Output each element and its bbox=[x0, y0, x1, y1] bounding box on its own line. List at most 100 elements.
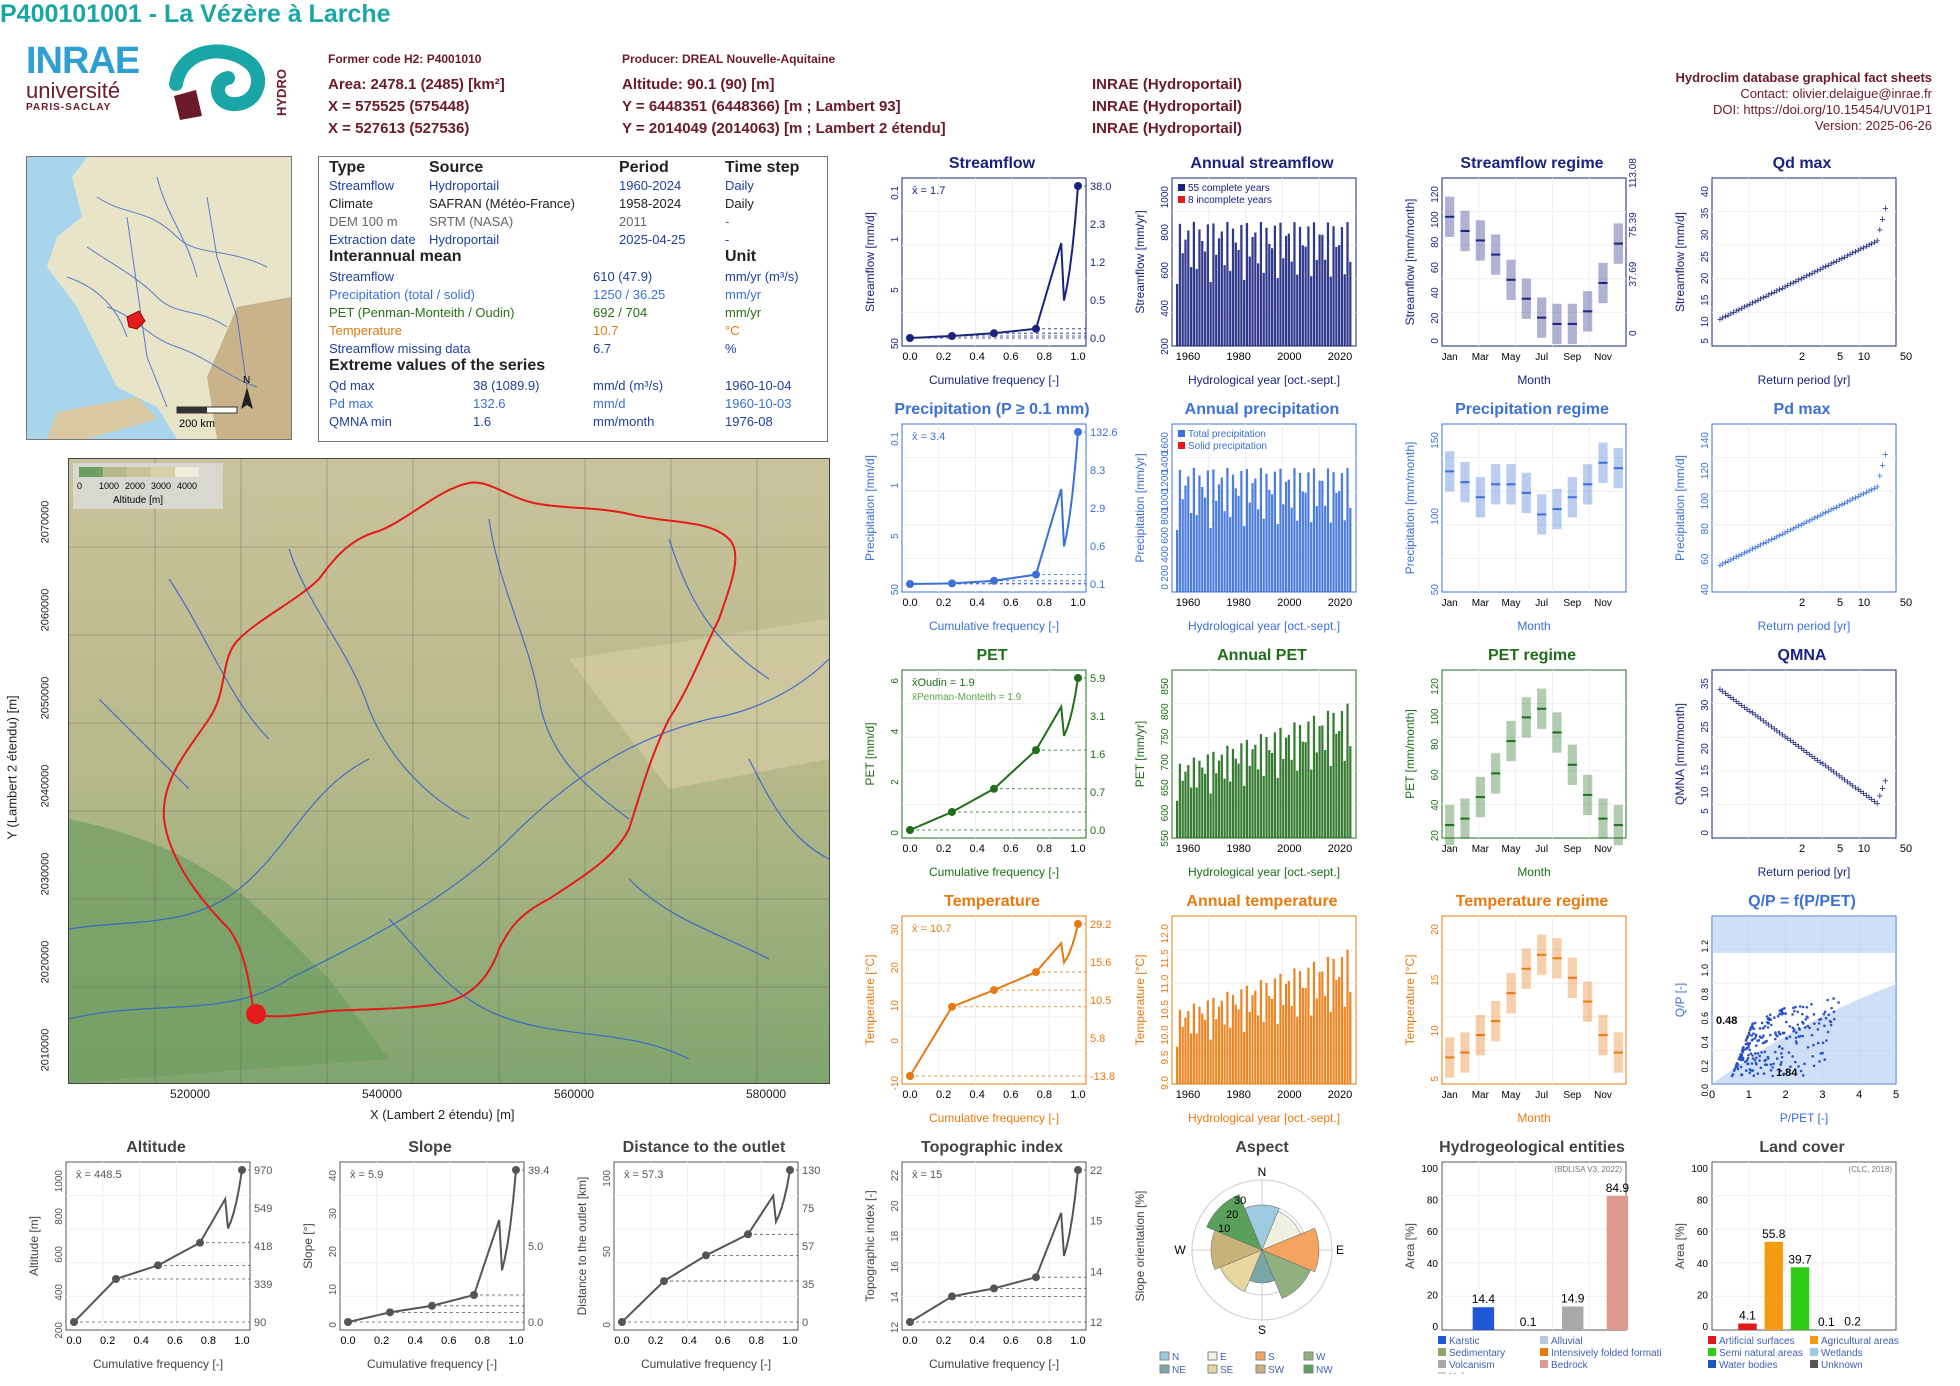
annual-bar bbox=[1240, 989, 1243, 1084]
scatter-point bbox=[1769, 1069, 1773, 1072]
y-tick: 200 bbox=[1160, 565, 1171, 582]
x-tick: 10 bbox=[1858, 843, 1870, 855]
legend-1: Alluvial bbox=[1551, 1336, 1583, 1347]
scatter-point: + bbox=[1839, 772, 1845, 784]
scatter-point: + bbox=[1820, 509, 1826, 521]
left-tick: 1 bbox=[890, 236, 901, 242]
scatter-point bbox=[1744, 1039, 1748, 1042]
y-tick: 35 bbox=[1700, 678, 1711, 690]
aspect-direction-W: W bbox=[1174, 1243, 1186, 1257]
scatter-point: + bbox=[1874, 798, 1880, 810]
legend-swatch bbox=[1810, 1348, 1818, 1356]
scatter-point: + bbox=[1771, 287, 1777, 299]
annual-bar bbox=[1192, 757, 1195, 838]
right-tick: 10.5 bbox=[1090, 995, 1111, 1007]
y-tick: 0.8 bbox=[1700, 988, 1710, 1001]
x-axis-label: Cumulative frequency [-] bbox=[367, 1357, 497, 1371]
chart-title: Qd max bbox=[1773, 155, 1832, 172]
y-tick: 200 bbox=[1160, 338, 1171, 355]
y-tick: 10.0 bbox=[1160, 1025, 1171, 1045]
scatter-point bbox=[1823, 1058, 1827, 1061]
chart-title: Temperature bbox=[944, 893, 1040, 910]
scatter-point: + bbox=[1782, 527, 1788, 539]
y-tick: 60 bbox=[1430, 769, 1441, 781]
x-tick: 2020 bbox=[1328, 843, 1352, 855]
scatter-point: + bbox=[1760, 292, 1766, 304]
annual-bar bbox=[1201, 241, 1204, 346]
scatter-point bbox=[1744, 1042, 1748, 1046]
x-tick: 0 bbox=[1709, 1089, 1715, 1101]
legend-5: Bedrock bbox=[1551, 1360, 1589, 1371]
annual-bar bbox=[1293, 722, 1296, 838]
scatter-point: + bbox=[1839, 253, 1845, 265]
annual-bar bbox=[1270, 752, 1274, 838]
scatter-point bbox=[1810, 1002, 1813, 1006]
scatter-point: + bbox=[1877, 790, 1883, 802]
inrae-logo: INRAE université PARIS-SACLAY bbox=[26, 42, 150, 122]
annual-bar bbox=[1290, 759, 1293, 838]
annual-bar bbox=[1315, 506, 1318, 592]
scatter-point: + bbox=[1871, 483, 1877, 495]
scatter-point bbox=[1777, 1045, 1781, 1049]
right-tick: 0.0 bbox=[1090, 825, 1105, 837]
y-axis-label: Precipitation [mm/d] bbox=[1673, 455, 1687, 561]
y-tick: 60 bbox=[1700, 553, 1711, 565]
plot-area bbox=[1441, 423, 1627, 593]
annual-bar bbox=[1293, 222, 1296, 346]
scatter-point: + bbox=[1836, 770, 1842, 782]
scatter-point: + bbox=[1785, 280, 1791, 292]
scatter-point bbox=[1769, 1063, 1773, 1066]
right-tick: 15.6 bbox=[1090, 957, 1111, 969]
bar-value-label: 14.9 bbox=[1561, 1291, 1585, 1305]
scatter-point: + bbox=[1852, 246, 1858, 258]
scatter-point bbox=[1792, 1006, 1795, 1010]
contact-email[interactable]: Contact: olivier.delaigue@inrae.fr bbox=[1740, 86, 1932, 101]
scatter-point bbox=[1784, 1012, 1787, 1015]
annual-bar bbox=[1262, 272, 1265, 346]
scatter-point: + bbox=[1869, 238, 1875, 250]
aspect-legend-swatch bbox=[1255, 1364, 1266, 1374]
scatter-point bbox=[1740, 1073, 1743, 1076]
annual-bar bbox=[1226, 467, 1229, 592]
y-tick: 0.2 bbox=[1700, 1060, 1710, 1073]
basin-yticks: 2070000 2060000 2050000 2040000 2030000 … bbox=[39, 458, 62, 1082]
y-tick: 80 bbox=[1427, 1196, 1439, 1207]
y-tick: 10.5 bbox=[1160, 1000, 1171, 1020]
bar-value-label: 0.2 bbox=[1844, 1315, 1861, 1329]
annual-bar bbox=[1268, 996, 1271, 1084]
annual-bar bbox=[1198, 475, 1201, 592]
annual-bar bbox=[1259, 734, 1263, 838]
annual-bar bbox=[1195, 1033, 1198, 1084]
row-climate-period: 1958-2024 bbox=[619, 196, 682, 211]
annual-bar bbox=[1293, 968, 1296, 1084]
scatter-point: + bbox=[1855, 491, 1861, 503]
left-tick: 16 bbox=[890, 1261, 901, 1273]
summary-table: Type Source Period Time step Streamflow … bbox=[318, 156, 828, 442]
x-tick: 2000 bbox=[1277, 843, 1301, 855]
month-tick: Mar bbox=[1472, 352, 1490, 363]
month-tick: Jul bbox=[1535, 352, 1548, 363]
annual-bar bbox=[1332, 712, 1335, 838]
annual-bar bbox=[1346, 468, 1349, 592]
annual-bar bbox=[1276, 1023, 1279, 1084]
y-tick: 9.5 bbox=[1160, 1050, 1171, 1064]
scatter-point bbox=[1750, 1034, 1754, 1037]
annual-bar bbox=[1226, 991, 1229, 1084]
scatter-point: + bbox=[1763, 291, 1769, 303]
chart-pet: PET Cumulative frequency [-] PET [mm/d] 5.9… bbox=[863, 647, 1105, 879]
scatter-point: + bbox=[1766, 536, 1772, 548]
annual-bar bbox=[1231, 228, 1235, 346]
scatter-point bbox=[1772, 1016, 1776, 1019]
mean-temp-label: Temperature bbox=[329, 323, 402, 338]
mean-precip-label: Precipitation (total / solid) bbox=[329, 287, 475, 302]
contact-doi[interactable]: DOI: https://doi.org/10.15454/UV01P1 bbox=[1713, 102, 1932, 117]
y-tick: 11.0 bbox=[1160, 974, 1171, 993]
left-tick: 50 bbox=[602, 1246, 613, 1258]
mean-streamflow-unit: mm/yr (m³/s) bbox=[725, 269, 799, 284]
panel-topo_index: Topographic index Cumulative frequency [-… bbox=[862, 1138, 1122, 1374]
scatter-point bbox=[1749, 1052, 1753, 1055]
annual-bar bbox=[1178, 1009, 1182, 1084]
annual-bar bbox=[1178, 469, 1182, 592]
annual-bar bbox=[1215, 254, 1218, 346]
month-tick: Jan bbox=[1442, 844, 1458, 855]
